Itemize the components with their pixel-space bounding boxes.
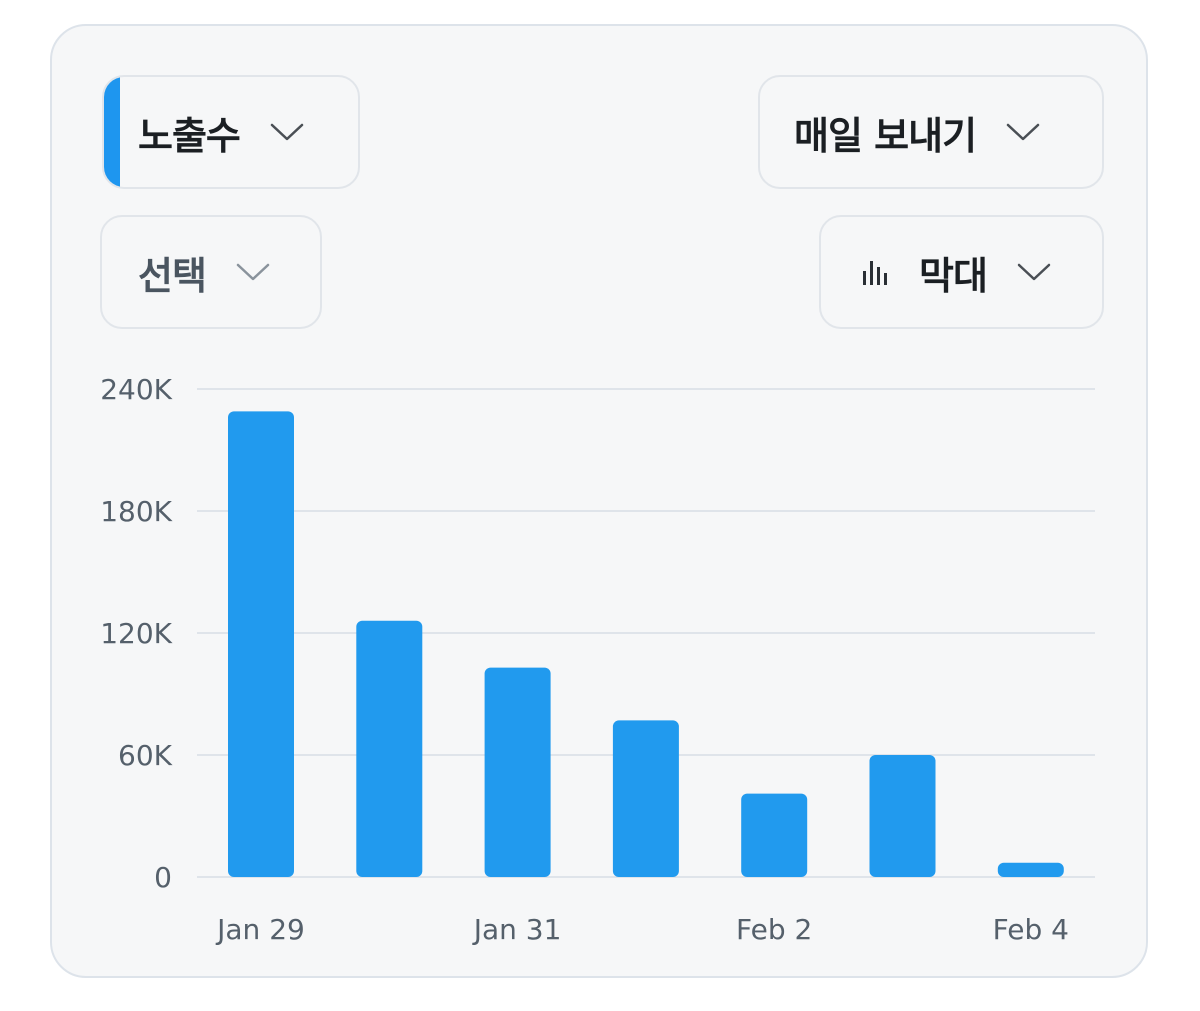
y-tick-label: 120K	[100, 617, 172, 650]
bar	[356, 620, 423, 877]
bar	[997, 862, 1064, 877]
export-frequency-dropdown[interactable]: 매일 보내기	[758, 75, 1104, 189]
chart-type-dropdown[interactable]: 막대	[819, 215, 1104, 329]
y-tick-label: 60K	[118, 739, 173, 772]
x-tick-label: Jan 29	[215, 913, 305, 946]
chevron-down-icon	[270, 122, 304, 142]
bar-chart-icon	[861, 257, 891, 287]
metric-dropdown[interactable]: 노출수	[102, 75, 360, 189]
y-tick-label: 0	[154, 861, 172, 894]
y-tick-label: 180K	[100, 495, 172, 528]
bar	[228, 411, 294, 877]
bar	[484, 667, 551, 877]
x-tick-label: Jan 31	[472, 913, 562, 946]
chevron-down-icon	[1017, 262, 1051, 282]
bar	[741, 793, 808, 877]
export-dropdown-label: 매일 보내기	[794, 113, 977, 158]
bar	[869, 755, 936, 877]
select-dropdown[interactable]: 선택	[100, 215, 322, 329]
chevron-down-icon	[1006, 122, 1040, 142]
metric-dropdown-label: 노출수	[138, 113, 241, 158]
select-dropdown-label: 선택	[138, 253, 207, 298]
bar	[612, 720, 679, 877]
chevron-down-icon	[236, 262, 270, 282]
chart-type-dropdown-label: 막대	[919, 253, 988, 298]
metric-accent-bar	[104, 77, 120, 187]
x-tick-label: Feb 4	[993, 913, 1069, 946]
x-tick-label: Feb 2	[736, 913, 812, 946]
y-tick-label: 240K	[100, 373, 172, 406]
